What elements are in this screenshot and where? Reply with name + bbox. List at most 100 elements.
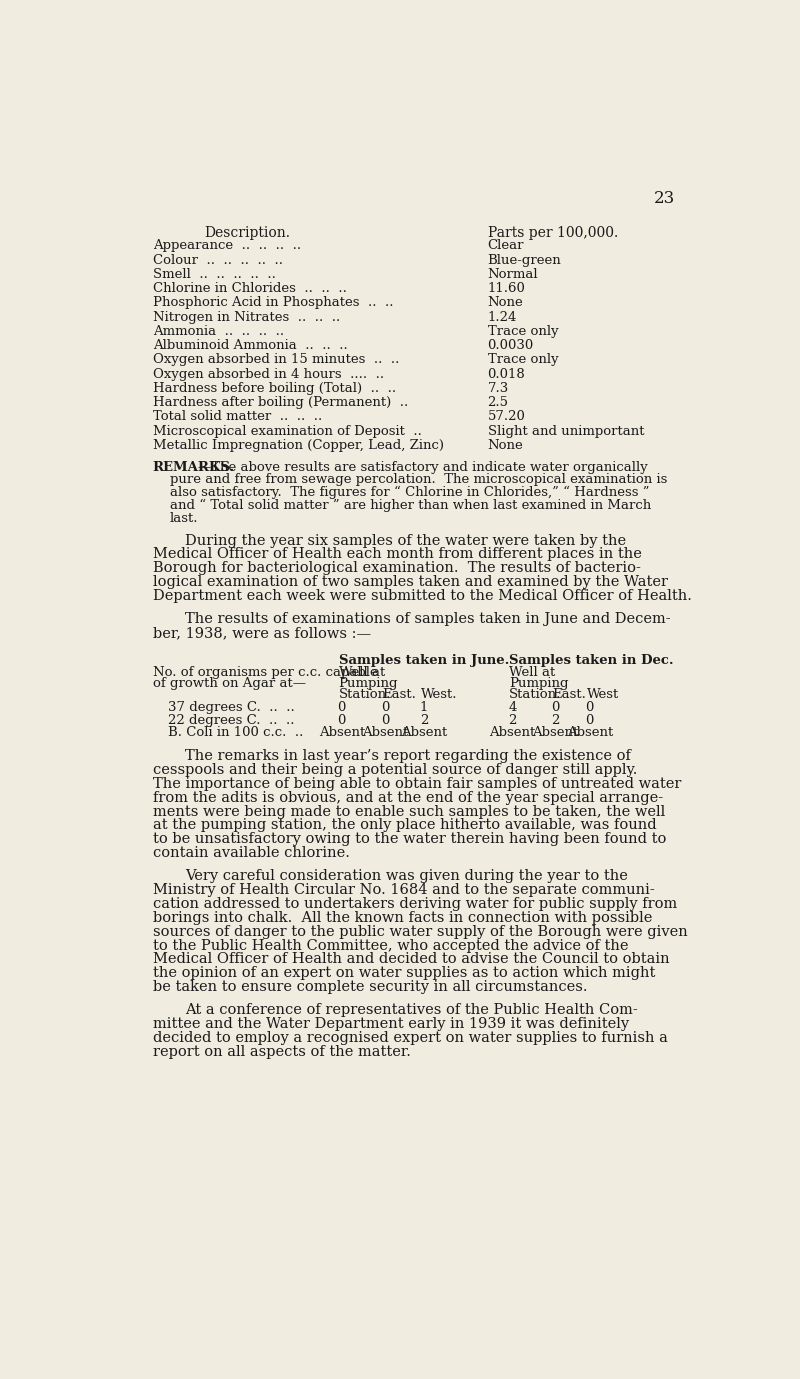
Text: Normal: Normal [487,268,538,281]
Text: —The above results are satisfactory and indicate water organically: —The above results are satisfactory and … [198,461,647,474]
Text: 1: 1 [420,702,428,714]
Text: Department each week were submitted to the Medical Officer of Health.: Department each week were submitted to t… [153,589,691,603]
Text: pure and free from sewage percolation.  The microscopical examination is: pure and free from sewage percolation. T… [170,473,667,487]
Text: mittee and the Water Department early in 1939 it was definitely: mittee and the Water Department early in… [153,1018,629,1031]
Text: West: West [586,688,619,701]
Text: Samples taken in Dec.: Samples taken in Dec. [509,654,674,666]
Text: 2: 2 [420,714,428,727]
Text: None: None [487,296,523,309]
Text: Ministry of Health Circular No. 1684 and to the separate communi-: Ministry of Health Circular No. 1684 and… [153,883,654,898]
Text: Phosphoric Acid in Phosphates  ..  ..: Phosphoric Acid in Phosphates .. .. [153,296,394,309]
Text: and “ Total solid matter ” are higher than when last examined in March: and “ Total solid matter ” are higher th… [170,499,651,512]
Text: The remarks in last year’s report regarding the existence of: The remarks in last year’s report regard… [186,749,631,763]
Text: Oxygen absorbed in 15 minutes  ..  ..: Oxygen absorbed in 15 minutes .. .. [153,353,399,367]
Text: decided to employ a recognised expert on water supplies to furnish a: decided to employ a recognised expert on… [153,1031,667,1045]
Text: No. of organisms per c.c. capable: No. of organisms per c.c. capable [153,666,378,678]
Text: Hardness before boiling (Total)  ..  ..: Hardness before boiling (Total) .. .. [153,382,396,394]
Text: at the pumping station, the only place hitherto available, was found: at the pumping station, the only place h… [153,819,656,833]
Text: 57.20: 57.20 [487,411,526,423]
Text: also satisfactory.  The figures for “ Chlorine in Chlorides,” “ Hardness ”: also satisfactory. The figures for “ Chl… [170,487,650,499]
Text: the opinion of an expert on water supplies as to action which might: the opinion of an expert on water suppli… [153,967,655,980]
Text: Clear: Clear [487,240,524,252]
Text: 0.0030: 0.0030 [487,339,534,352]
Text: 0: 0 [381,702,390,714]
Text: Very careful consideration was given during the year to the: Very careful consideration was given dur… [186,869,628,884]
Text: 0: 0 [586,714,594,727]
Text: to be unsatisfactory owing to the water therein having been found to: to be unsatisfactory owing to the water … [153,833,666,847]
Text: ments were being made to enable such samples to be taken, the well: ments were being made to enable such sam… [153,804,665,819]
Text: Parts per 100,000.: Parts per 100,000. [487,226,618,240]
Text: report on all aspects of the matter.: report on all aspects of the matter. [153,1045,410,1059]
Text: to the Public Health Committee, who accepted the advice of the: to the Public Health Committee, who acce… [153,939,628,953]
Text: Nitrogen in Nitrates  ..  ..  ..: Nitrogen in Nitrates .. .. .. [153,310,340,324]
Text: 2: 2 [508,714,517,727]
Text: Medical Officer of Health and decided to advise the Council to obtain: Medical Officer of Health and decided to… [153,953,670,967]
Text: Borough for bacteriological examination.  The results of bacterio-: Borough for bacteriological examination.… [153,561,641,575]
Text: ber, 1938, were as follows :—: ber, 1938, were as follows :— [153,626,371,640]
Text: During the year six samples of the water were taken by the: During the year six samples of the water… [186,534,626,547]
Text: Well at: Well at [338,666,385,678]
Text: 1.24: 1.24 [487,310,517,324]
Text: 2.5: 2.5 [487,396,509,410]
Text: Description.: Description. [204,226,290,240]
Text: 0.018: 0.018 [487,368,526,381]
Text: 0: 0 [338,702,346,714]
Text: Oxygen absorbed in 4 hours  ....  ..: Oxygen absorbed in 4 hours .... .. [153,368,384,381]
Text: from the adits is obvious, and at the end of the year special arrange-: from the adits is obvious, and at the en… [153,790,663,805]
Text: sources of danger to the public water supply of the Borough were given: sources of danger to the public water su… [153,925,687,939]
Text: Metallic Impregnation (Copper, Lead, Zinc): Metallic Impregnation (Copper, Lead, Zin… [153,439,444,452]
Text: 0: 0 [586,702,594,714]
Text: Colour  ..  ..  ..  ..  ..: Colour .. .. .. .. .. [153,254,282,266]
Text: Smell  ..  ..  ..  ..  ..: Smell .. .. .. .. .. [153,268,275,281]
Text: At a conference of representatives of the Public Health Com-: At a conference of representatives of th… [186,1004,638,1018]
Text: Pumping: Pumping [338,677,398,690]
Text: contain available chlorine.: contain available chlorine. [153,847,350,860]
Text: The results of examinations of samples taken in June and Decem-: The results of examinations of samples t… [186,612,671,626]
Text: Station.: Station. [338,688,391,701]
Text: of growth on Agar at—: of growth on Agar at— [153,677,306,690]
Text: Absent: Absent [533,725,579,739]
Text: 23: 23 [654,190,675,207]
Text: Absent: Absent [566,725,613,739]
Text: Albuminoid Ammonia  ..  ..  ..: Albuminoid Ammonia .. .. .. [153,339,347,352]
Text: borings into chalk.  All the known facts in connection with possible: borings into chalk. All the known facts … [153,912,652,925]
Text: West.: West. [421,688,458,701]
Text: 4: 4 [508,702,517,714]
Text: 22 degrees C.  ..  ..: 22 degrees C. .. .. [168,714,294,727]
Text: Well at: Well at [509,666,555,678]
Text: 7.3: 7.3 [487,382,509,394]
Text: REMARKS.: REMARKS. [153,461,235,474]
Text: Absent: Absent [489,725,535,739]
Text: Hardness after boiling (Permanent)  ..: Hardness after boiling (Permanent) .. [153,396,408,410]
Text: East.: East. [382,688,416,701]
Text: Microscopical examination of Deposit  ..: Microscopical examination of Deposit .. [153,425,422,437]
Text: Trace only: Trace only [487,353,558,367]
Text: B. Coli in 100 c.c.  ..: B. Coli in 100 c.c. .. [168,725,303,739]
Text: Absent: Absent [401,725,447,739]
Text: 0: 0 [381,714,390,727]
Text: Absent: Absent [318,725,365,739]
Text: Appearance  ..  ..  ..  ..: Appearance .. .. .. .. [153,240,301,252]
Text: Pumping: Pumping [509,677,569,690]
Text: cesspools and their being a potential source of danger still apply.: cesspools and their being a potential so… [153,763,637,776]
Text: Chlorine in Chlorides  ..  ..  ..: Chlorine in Chlorides .. .. .. [153,283,346,295]
Text: East.: East. [553,688,586,701]
Text: 11.60: 11.60 [487,283,526,295]
Text: Absent: Absent [362,725,408,739]
Text: cation addressed to undertakers deriving water for public supply from: cation addressed to undertakers deriving… [153,896,677,912]
Text: 2: 2 [551,714,560,727]
Text: Trace only: Trace only [487,325,558,338]
Text: Total solid matter  ..  ..  ..: Total solid matter .. .. .. [153,411,322,423]
Text: 37 degrees C.  ..  ..: 37 degrees C. .. .. [168,702,295,714]
Text: logical examination of two samples taken and examined by the Water: logical examination of two samples taken… [153,575,668,589]
Text: 0: 0 [338,714,346,727]
Text: Samples taken in June.: Samples taken in June. [338,654,509,666]
Text: Station.: Station. [509,688,562,701]
Text: Slight and unimportant: Slight and unimportant [487,425,644,437]
Text: The importance of being able to obtain fair samples of untreated water: The importance of being able to obtain f… [153,776,681,792]
Text: Ammonia  ..  ..  ..  ..: Ammonia .. .. .. .. [153,325,284,338]
Text: Blue-green: Blue-green [487,254,562,266]
Text: Medical Officer of Health each month from different places in the: Medical Officer of Health each month fro… [153,547,642,561]
Text: be taken to ensure complete security in all circumstances.: be taken to ensure complete security in … [153,980,587,994]
Text: 0: 0 [551,702,560,714]
